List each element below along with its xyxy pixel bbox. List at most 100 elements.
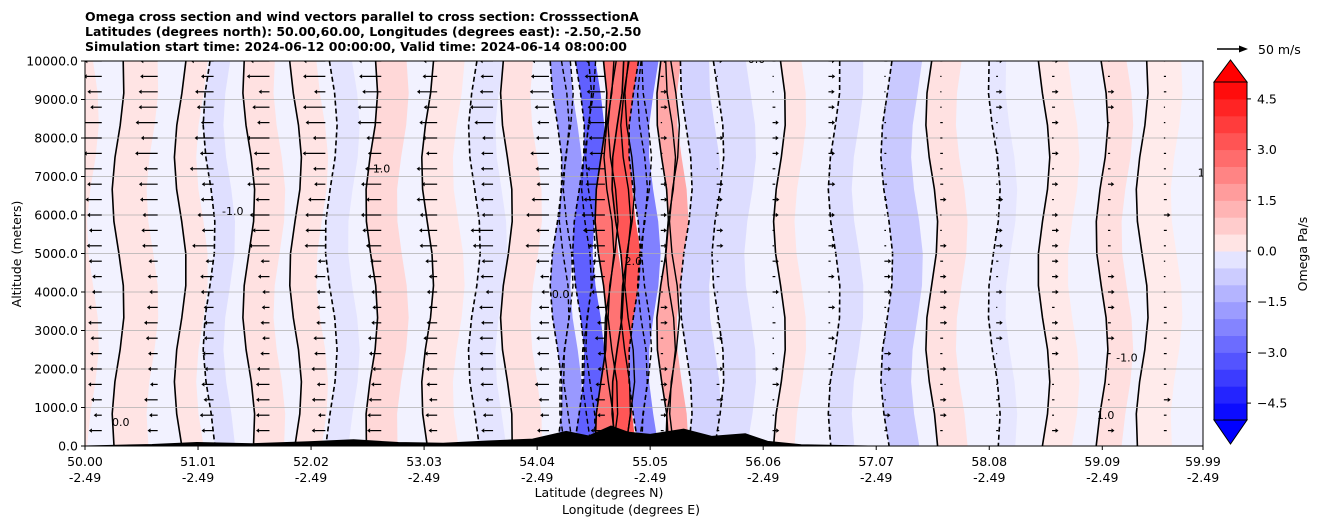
wind-vector-head <box>592 259 596 264</box>
wind-vectors-layer <box>85 61 1171 433</box>
wind-vector-head <box>999 105 1003 110</box>
wind-vector-head <box>720 182 724 187</box>
colorbar-level <box>1214 318 1247 336</box>
wind-vector-head <box>200 274 204 279</box>
wind-vector-head <box>590 428 594 433</box>
wind-vector-head <box>196 105 200 110</box>
wind-vector-head <box>201 428 205 433</box>
title-line-3: Simulation start time: 2024-06-12 00:00:… <box>85 39 627 54</box>
wind-vector-head <box>140 74 144 79</box>
wind-vector-head <box>944 289 948 295</box>
wind-vector-head <box>143 320 147 325</box>
wind-vector-head <box>316 320 320 325</box>
wind-vector-head <box>720 366 724 372</box>
wind-vector-head <box>371 289 375 295</box>
wind-vector-head <box>305 120 309 125</box>
wind-vector-head <box>372 305 376 310</box>
y-tick-label: 6000.0 <box>34 208 78 223</box>
wind-vector-head <box>255 166 259 171</box>
wind-vector-head <box>138 182 142 187</box>
wind-vector-head <box>1111 274 1115 279</box>
wind-vector-head <box>888 351 892 356</box>
wind-vector-head <box>776 289 780 295</box>
colorbar-tick-label: 0.0 <box>1257 244 1277 259</box>
x-tick-label-lon: -2.49 <box>634 470 666 485</box>
wind-vector-head <box>362 228 366 233</box>
wind-vector-head <box>143 166 147 171</box>
y-tick-label: 5000.0 <box>34 246 78 261</box>
wind-vector-head <box>313 336 317 341</box>
wind-vector-head <box>1167 397 1171 402</box>
wind-vector-head <box>944 320 948 325</box>
x-tick-label-lon: -2.49 <box>69 470 101 485</box>
wind-vector-head <box>1055 120 1059 125</box>
wind-vector-head <box>472 243 476 248</box>
colorbar-level <box>1214 369 1247 387</box>
colorbar-level <box>1214 301 1247 320</box>
wind-vector-head <box>719 197 723 202</box>
wind-vector-head <box>529 89 533 94</box>
wind-vector-head <box>595 382 599 387</box>
wind-vector-head <box>588 135 592 141</box>
y-tick-label: 4000.0 <box>34 285 78 300</box>
wind-vector-head <box>480 366 484 372</box>
wind-vector-head <box>147 428 151 433</box>
wind-vector-head <box>1111 105 1115 110</box>
wind-vector-head <box>314 182 318 187</box>
y-tick-label: 10000.0 <box>26 54 78 69</box>
wind-vector-head <box>888 366 892 372</box>
wind-vector-head <box>535 135 539 141</box>
colorbar-level <box>1214 403 1247 421</box>
x-tick-label-lon: -2.49 <box>521 470 553 485</box>
wind-vector-head <box>88 382 92 387</box>
wind-vector-head <box>597 351 601 356</box>
colorbar-label: Omega Pa/s <box>1295 217 1310 292</box>
x-tick-label-lat: 52.02 <box>293 454 329 469</box>
wind-vector-head <box>419 228 423 233</box>
wind-vector-head <box>149 413 153 418</box>
wind-vector-head <box>1111 428 1115 433</box>
wind-vector-head <box>90 397 94 402</box>
terrain-profile <box>85 425 1203 446</box>
contour-label: 0.0 <box>112 416 130 429</box>
wind-vector-head <box>195 89 199 94</box>
wind-vector-head <box>776 197 780 202</box>
wind-vector-head <box>311 428 315 433</box>
wind-vector-head <box>541 289 545 295</box>
wind-vector-head <box>428 428 432 433</box>
x-tick-label-lat: 56.06 <box>745 454 781 469</box>
wind-vector-head <box>530 151 534 156</box>
wind-vector-head <box>538 366 542 372</box>
x-tick-label-lat: 50.00 <box>67 454 103 469</box>
wind-vector-head <box>368 397 372 402</box>
title-line-1: Omega cross section and wind vectors par… <box>85 9 639 24</box>
wind-vector-head <box>201 182 205 187</box>
wind-vector-head <box>664 397 668 402</box>
wind-vector-head <box>537 351 541 356</box>
wind-vector-head <box>534 382 538 387</box>
wind-vector-head <box>204 320 208 325</box>
wind-vector-head <box>189 166 193 171</box>
wind-vector-head <box>144 397 148 402</box>
contour-label: 0.0 <box>552 288 570 301</box>
wind-vector-head <box>586 89 590 94</box>
wind-vector-head <box>141 228 145 233</box>
wind-vector-head <box>663 228 667 233</box>
wind-vector-head <box>139 197 143 202</box>
wind-vector-head <box>149 289 153 295</box>
y-axis-label: Altitude (meters) <box>9 201 24 308</box>
x-axis-label-2: Longitude (degrees E) <box>562 502 700 517</box>
wind-vector-head <box>480 382 484 387</box>
wind-vector-head <box>260 259 264 264</box>
wind-vector-head <box>422 74 426 79</box>
quiver-key-label: 50 m/s <box>1258 42 1301 57</box>
wind-vector-head <box>260 351 264 356</box>
wind-vector-head <box>250 61 254 64</box>
y-tick-label: 9000.0 <box>34 92 78 107</box>
wind-vector-head <box>148 351 152 356</box>
wind-vector-head <box>258 89 262 94</box>
wind-vector-head <box>419 243 423 248</box>
wind-vector-head <box>664 382 668 387</box>
wind-vector-head <box>663 413 667 418</box>
wind-vector-head <box>1055 61 1059 64</box>
